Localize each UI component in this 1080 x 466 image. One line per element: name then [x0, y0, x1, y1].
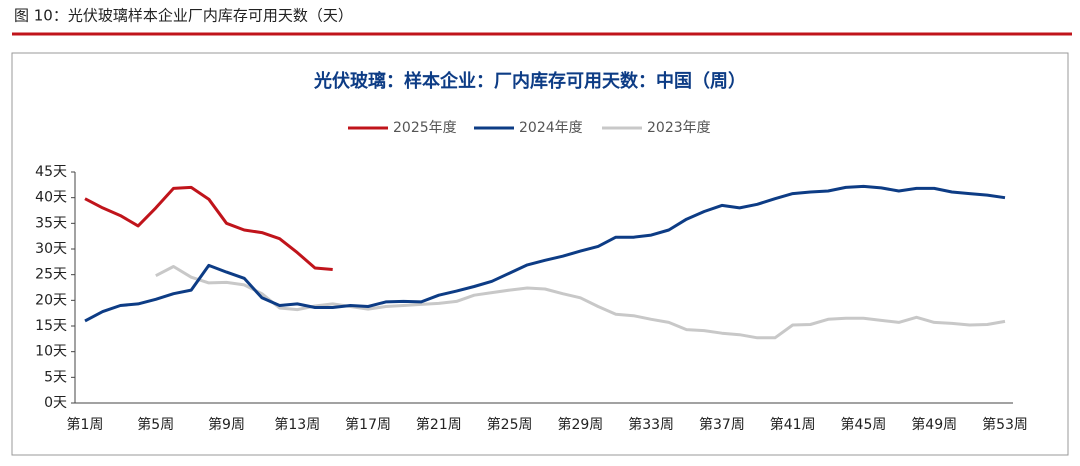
y-tick-label: 30天	[35, 241, 67, 257]
series-line	[155, 265, 1006, 340]
y-tick-label: 15天	[35, 318, 67, 334]
x-tick-label: 第33周	[628, 416, 674, 433]
x-tick-label: 第45周	[841, 416, 887, 433]
x-tick-label: 第49周	[911, 416, 957, 433]
x-tick-label: 第41周	[770, 416, 816, 433]
legend-label: 2023年度	[647, 120, 711, 136]
chart-title: 光伏玻璃：样本企业：厂内库存可用天数：中国（周）	[313, 70, 746, 92]
legend-label: 2024年度	[519, 120, 583, 136]
x-tick-label: 第17周	[345, 416, 391, 433]
x-tick-label: 第5周	[137, 416, 174, 433]
x-tick-label: 第25周	[487, 416, 533, 433]
x-tick-label: 第9周	[208, 416, 245, 433]
y-tick-label: 45天	[35, 164, 67, 180]
x-tick-label: 第53周	[982, 416, 1028, 433]
y-tick-label: 20天	[35, 292, 67, 308]
y-tick-label: 35天	[35, 215, 67, 231]
figure-caption: 图 10：光伏玻璃样本企业厂内库存可用天数（天）	[14, 7, 353, 25]
y-tick-label: 10天	[35, 344, 67, 360]
x-tick-label: 第1周	[67, 416, 104, 433]
x-tick-label: 第37周	[699, 416, 745, 433]
x-tick-label: 第29周	[557, 416, 603, 433]
chart-frame	[11, 52, 1069, 456]
y-tick-label: 25天	[35, 267, 67, 283]
legend-label: 2025年度	[393, 120, 457, 136]
y-tick-label: 40天	[35, 190, 67, 206]
y-tick-label: 0天	[44, 395, 67, 411]
x-tick-label: 第13周	[274, 416, 320, 433]
x-tick-label: 第21周	[416, 416, 462, 433]
y-tick-label: 5天	[44, 369, 67, 385]
series-line	[84, 185, 333, 271]
series-line	[84, 184, 1006, 323]
